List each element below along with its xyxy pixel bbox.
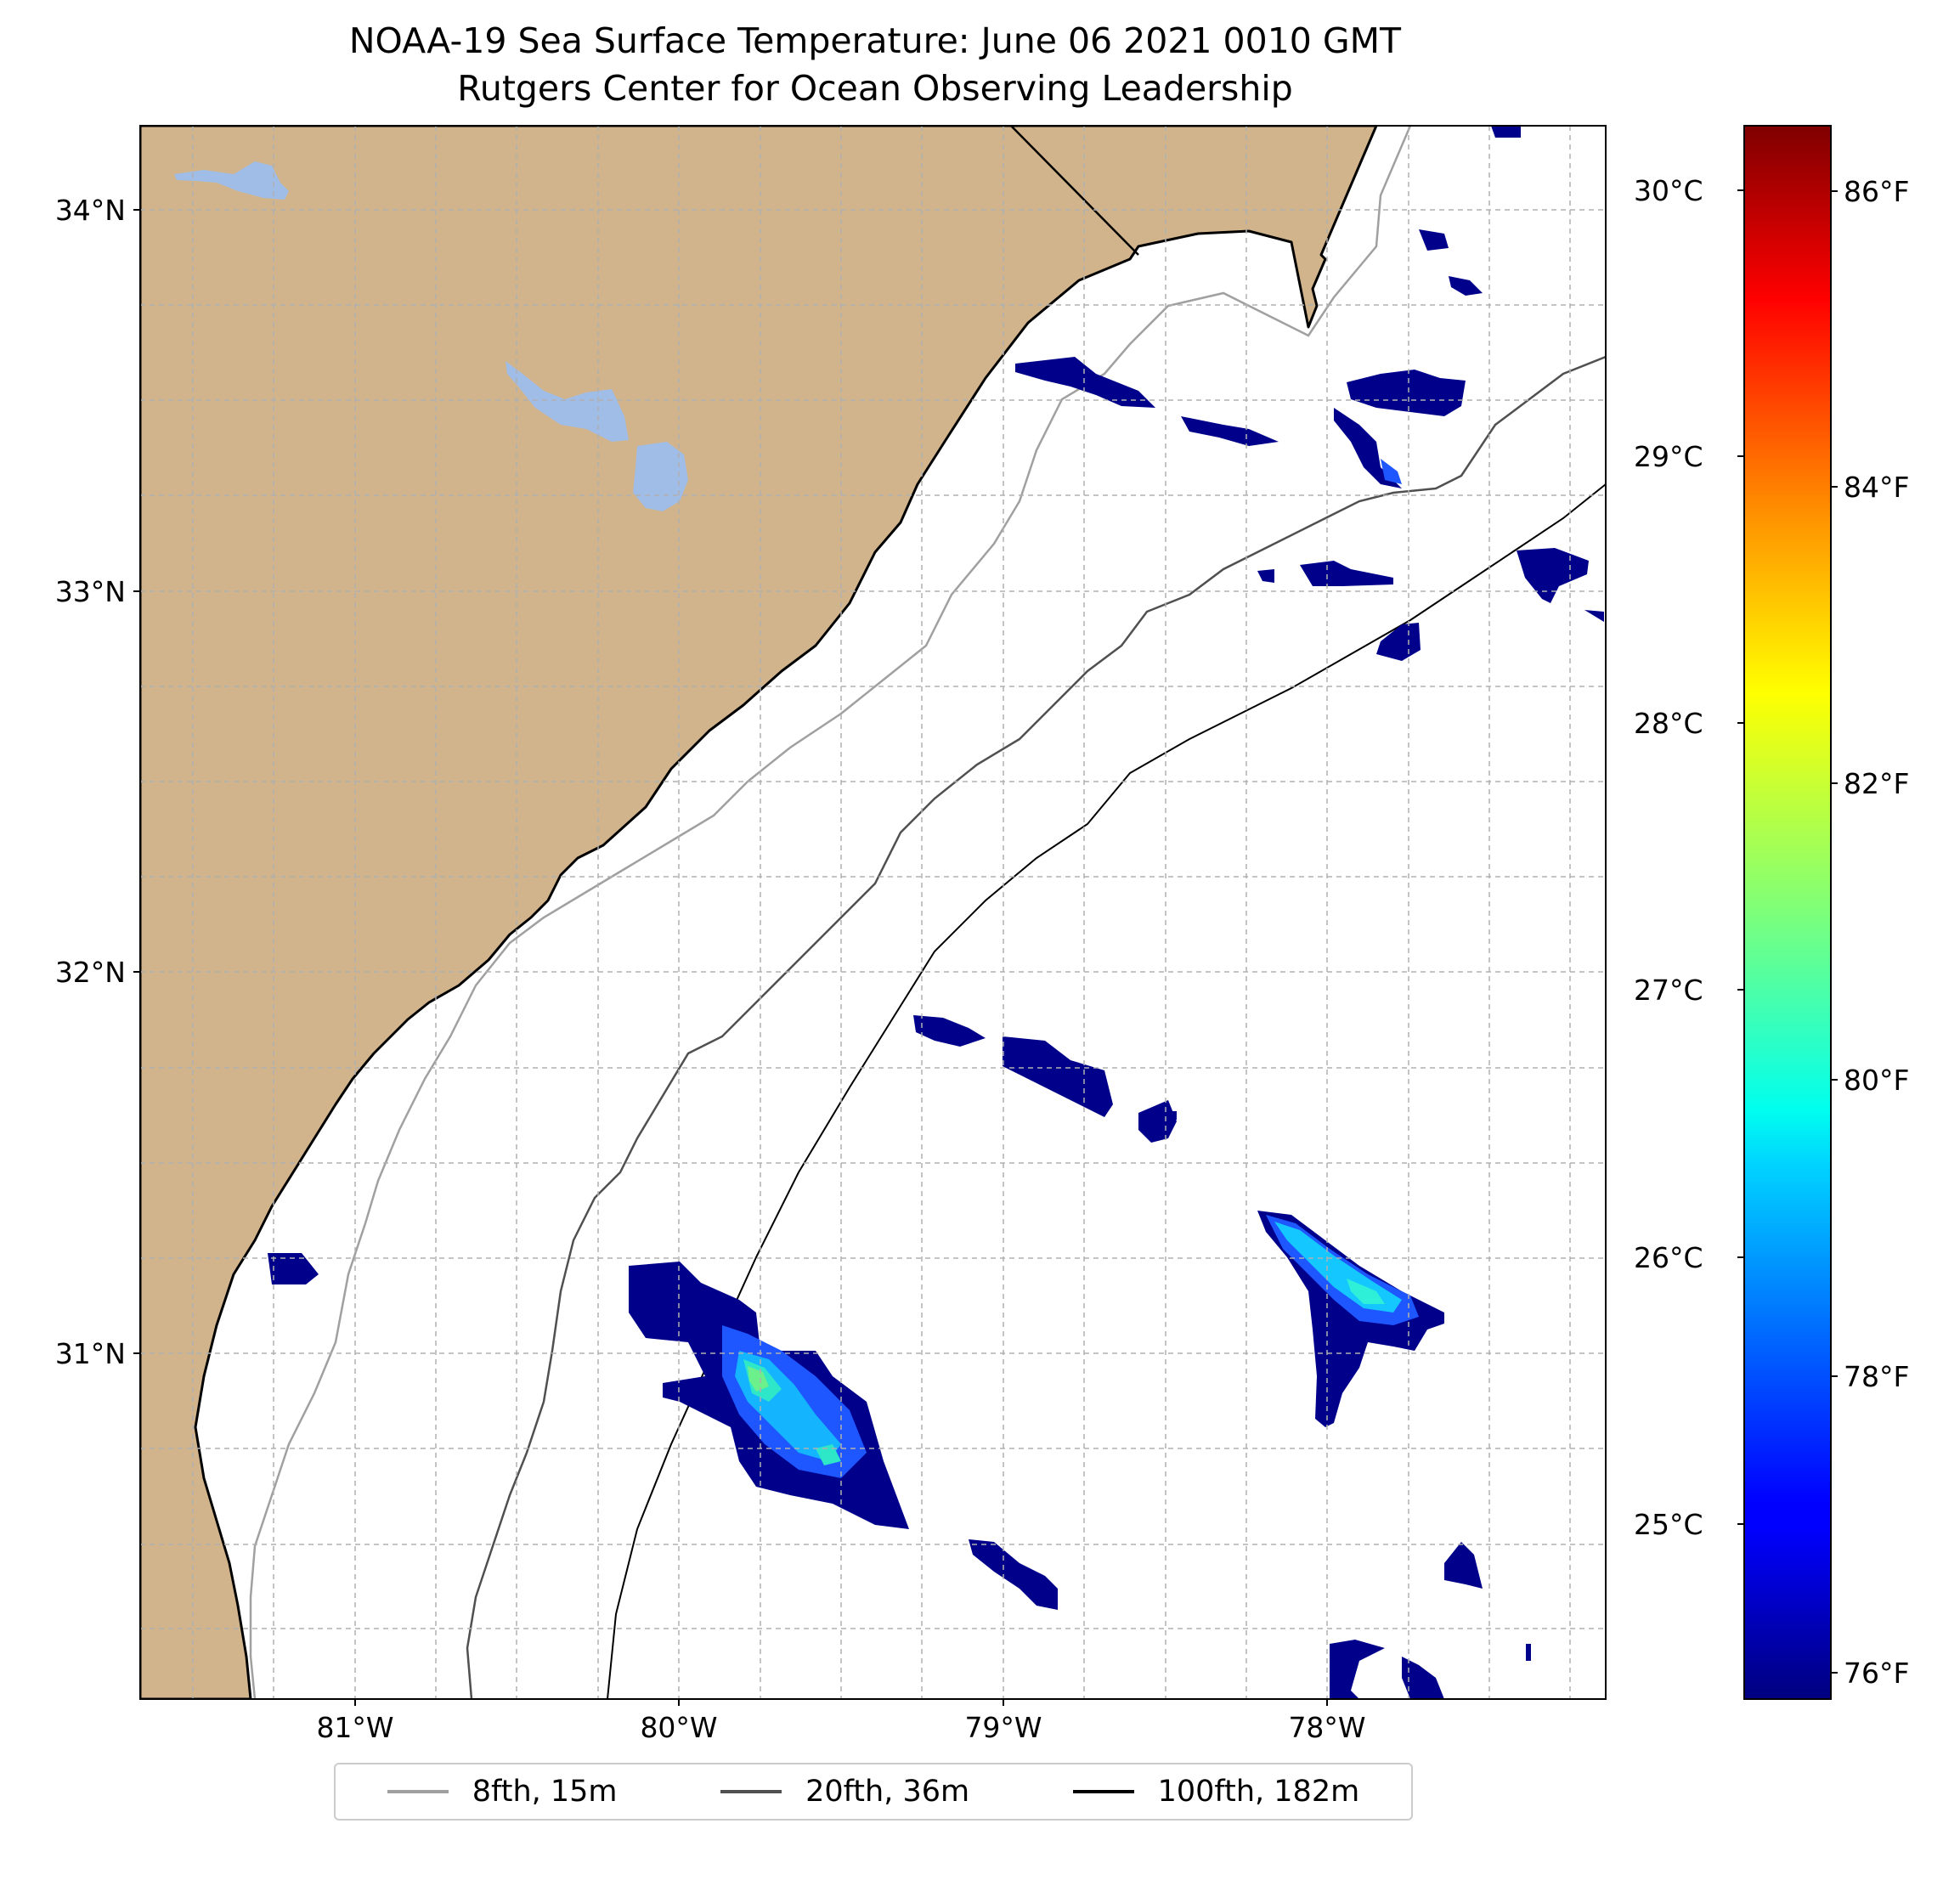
lon-tick-label: 79°W xyxy=(964,1711,1042,1744)
sst-patch xyxy=(1015,357,1155,408)
sst-patch xyxy=(1168,1111,1177,1120)
colorbar-celsius-ticks xyxy=(1737,189,1744,1525)
sst-patch xyxy=(1491,126,1521,138)
sst-patch xyxy=(1584,610,1604,622)
lat-tick-label: 32°N xyxy=(55,956,126,989)
sst-patch xyxy=(1003,1036,1113,1117)
sst-patch xyxy=(969,1539,1058,1610)
land xyxy=(140,126,1378,1699)
lon-tick-label: 81°W xyxy=(316,1711,393,1744)
sst-core xyxy=(748,1366,769,1392)
sst-patch xyxy=(1334,408,1402,488)
sst-patch xyxy=(1526,1644,1531,1661)
sst-warm-cores xyxy=(722,459,1419,1478)
sst-patch xyxy=(1517,548,1589,603)
legend-label: 20fth, 36m xyxy=(805,1775,970,1809)
legend-swatch xyxy=(387,1790,449,1793)
colorbar-fahrenheit-label: 80°F xyxy=(1844,1064,1909,1097)
sst-patch xyxy=(1449,276,1483,296)
map-frame xyxy=(139,125,1607,1700)
sst-patch xyxy=(1181,416,1279,446)
legend-item-8fth: 8fth, 15m xyxy=(387,1775,618,1809)
legend: 8fth, 15m 20fth, 36m 100fth, 182m xyxy=(334,1763,1413,1821)
sst-core xyxy=(1347,1279,1385,1304)
gridlines xyxy=(140,126,1606,1699)
sst-patch xyxy=(1347,370,1466,416)
lat-tick-label: 31°N xyxy=(55,1337,126,1370)
sst-patch xyxy=(1330,1640,1385,1699)
colorbar-celsius-label: 28°C xyxy=(1634,707,1703,740)
colorbar-fahrenheit-label: 78°F xyxy=(1844,1360,1909,1393)
lon-tick-label: 78°W xyxy=(1288,1711,1365,1744)
sst-patch xyxy=(268,1253,319,1284)
lake-moultrie xyxy=(506,361,629,442)
sst-patch xyxy=(1257,569,1274,583)
colorbar-fahrenheit-label: 86°F xyxy=(1844,175,1909,208)
legend-label: 8fth, 15m xyxy=(472,1775,618,1809)
map-title-line1: NOAA-19 Sea Surface Temperature: June 06… xyxy=(349,20,1402,61)
sst-patch xyxy=(1138,1100,1177,1143)
colorbar xyxy=(1743,125,1832,1700)
colorbar-fahrenheit-label: 84°F xyxy=(1844,471,1909,504)
legend-swatch xyxy=(1072,1790,1134,1793)
map-title-line2: Rutgers Center for Ocean Observing Leade… xyxy=(457,68,1293,109)
sst-patch xyxy=(913,1015,986,1047)
sst-patch xyxy=(1376,623,1421,661)
map-area xyxy=(140,126,1606,1699)
colorbar-celsius-label: 25°C xyxy=(1634,1508,1703,1541)
colorbar-celsius-label: 29°C xyxy=(1634,440,1703,473)
state-border xyxy=(1010,126,1139,256)
sst-patch xyxy=(1402,1657,1444,1699)
colorbar-fahrenheit-label: 82°F xyxy=(1844,767,1909,800)
legend-item-100fth: 100fth, 182m xyxy=(1072,1775,1360,1809)
colorbar-celsius-label: 27°C xyxy=(1634,974,1703,1007)
sst-core xyxy=(816,1444,841,1465)
contour-20fth xyxy=(466,355,1606,1699)
lat-tick-label: 33°N xyxy=(55,575,126,608)
legend-label: 100fth, 182m xyxy=(1157,1775,1360,1809)
lake-moultrie-south xyxy=(633,442,688,511)
legend-item-20fth: 20fth, 36m xyxy=(720,1775,969,1809)
colorbar-fahrenheit-ticks xyxy=(1831,190,1838,1674)
contour-8fth xyxy=(249,126,1412,1699)
legend-swatch xyxy=(720,1790,782,1793)
lat-axis xyxy=(133,209,140,1354)
colorbar-fahrenheit-label: 76°F xyxy=(1844,1657,1909,1690)
lon-axis xyxy=(354,1699,1328,1706)
sst-core xyxy=(1381,459,1402,484)
sst-patch xyxy=(1300,561,1393,586)
sst-patch xyxy=(1419,229,1449,251)
colorbar-celsius-label: 30°C xyxy=(1634,174,1703,207)
lake-marion xyxy=(174,161,289,200)
colorbar-celsius-label: 26°C xyxy=(1634,1241,1703,1274)
sst-patch xyxy=(1444,1542,1483,1589)
lon-tick-label: 80°W xyxy=(640,1711,717,1744)
lat-tick-label: 34°N xyxy=(55,194,126,227)
